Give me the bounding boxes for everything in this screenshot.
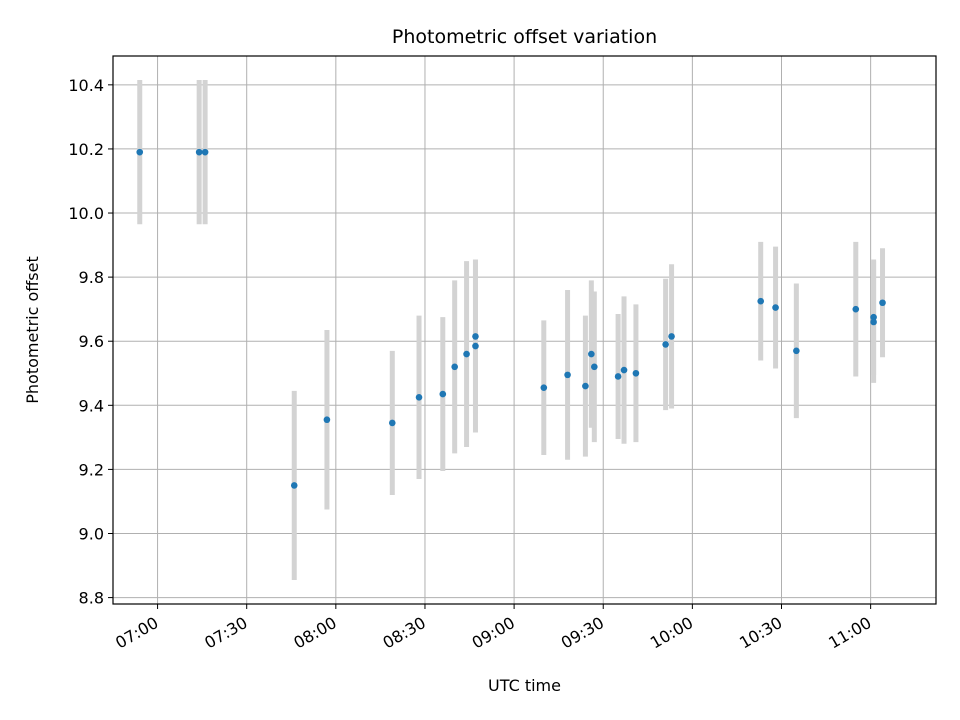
data-point [772, 304, 779, 311]
chart-title: Photometric offset variation [392, 26, 657, 48]
y-tick-label: 10.2 [68, 140, 104, 159]
y-tick-label: 9.4 [79, 396, 104, 415]
data-point [439, 390, 447, 398]
data-point [201, 148, 209, 156]
y-tick-label: 9.2 [79, 460, 104, 479]
data-point [591, 363, 598, 371]
data-point [136, 148, 144, 156]
data-point [879, 299, 886, 307]
data-point [620, 366, 628, 374]
data-point [388, 419, 396, 427]
x-axis-label: UTC time [488, 676, 561, 695]
plot-frame [112, 55, 937, 605]
data-point [195, 148, 203, 156]
y-tick-label: 9.0 [79, 524, 104, 543]
y-axis-label: Photometric offset [23, 256, 42, 404]
data-points [136, 148, 886, 489]
data-point [870, 318, 877, 326]
data-point [632, 369, 640, 377]
data-point [588, 350, 595, 358]
data-point [323, 416, 331, 424]
data-point [582, 382, 589, 390]
data-point [451, 363, 458, 371]
data-point [415, 393, 423, 401]
y-tick-label: 9.8 [79, 268, 104, 287]
data-point [793, 347, 800, 355]
data-point [472, 333, 479, 340]
y-tick-label: 10.4 [68, 76, 104, 95]
data-point [870, 313, 877, 321]
y-axis-ticks: 8.8 9.0 9.2 9.4 9.6 9.8 10.0 10.2 10.4 [68, 76, 113, 608]
data-point [463, 350, 470, 358]
y-tick-label: 10.0 [68, 204, 104, 223]
data-point [540, 384, 548, 391]
data-point [472, 342, 479, 350]
y-tick-label: 9.6 [79, 332, 104, 351]
data-point [614, 373, 622, 380]
data-point [757, 297, 765, 305]
data-point [668, 333, 675, 340]
data-point [852, 305, 860, 313]
data-point [662, 341, 669, 348]
y-tick-label: 8.8 [79, 589, 104, 608]
data-point [290, 482, 298, 489]
data-point [564, 371, 571, 379]
